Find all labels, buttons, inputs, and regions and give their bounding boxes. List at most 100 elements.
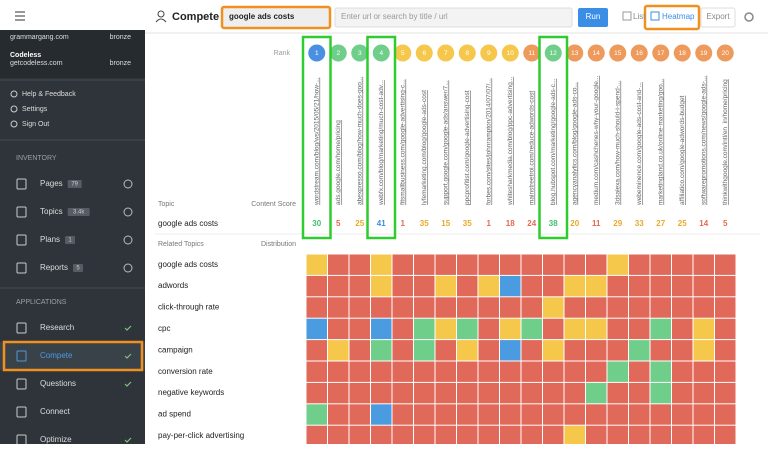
- related-topic: conversion rate: [158, 367, 213, 376]
- result-url[interactable]: marketingland.co.uk/online-marketing/goo…: [657, 79, 664, 205]
- heatmap-cell: [371, 275, 392, 297]
- heatmap-cell: [349, 404, 370, 425]
- heatmap-cell: [414, 297, 435, 318]
- rank-badge: [458, 44, 476, 62]
- heatmap-cell: [328, 297, 349, 318]
- count-badge: [67, 208, 90, 216]
- result-url[interactable]: medium.com/cashchenes-why-your-google...: [593, 75, 600, 205]
- rank-badge: [673, 44, 691, 62]
- result-url[interactable]: lyfemarketing.com/blog/google-ads-cost: [421, 90, 428, 205]
- export-label: Export: [706, 12, 730, 21]
- result-url[interactable]: fitsmallbusiness.com/google-advertising-…: [399, 79, 406, 205]
- heatmap-cell: [328, 254, 349, 275]
- heatmap-cell: [607, 382, 628, 404]
- menu-icon: [10, 120, 18, 128]
- account-name: grammargang.com: [10, 34, 69, 41]
- heatmap-cell: [543, 254, 564, 275]
- highlight-box: [301, 35, 332, 240]
- list-label[interactable]: List: [633, 12, 646, 21]
- heatmap-cell: [650, 404, 671, 425]
- inventory-item[interactable]: Reports: [40, 263, 68, 272]
- rank-badge: [566, 44, 584, 62]
- result-url[interactable]: ppcprofitist.com/google-advertising-cost: [464, 90, 471, 205]
- account-tier: bronze: [110, 60, 132, 67]
- heatmap-cell: [715, 425, 736, 447]
- result-url[interactable]: wordstream.com/blog/ws/2015/05/21/how-..…: [313, 77, 320, 206]
- result-url[interactable]: webfx.com/blog/marketing/much-cost-adv..…: [378, 80, 385, 206]
- inventory-item[interactable]: Topics: [40, 207, 63, 216]
- heatmap-cell: [328, 425, 349, 447]
- heatmap-cell: [478, 404, 499, 425]
- heatmap-cell: [693, 361, 714, 382]
- app-item[interactable]: Research: [40, 323, 74, 332]
- heatmap-cell: [672, 297, 693, 318]
- count-badge: [65, 236, 76, 244]
- result-url[interactable]: abexpresso.com/blog/how-much-does-goo...: [356, 77, 363, 205]
- heatmap-cell: [521, 254, 542, 275]
- result-url[interactable]: forbes.com/sites/johnrampton/2014/07/07/…: [485, 78, 492, 205]
- result-url[interactable]: agencyanalytics.com/blog/google-ads-co..…: [571, 82, 578, 205]
- result-url[interactable]: softwarepromotions.com/news/google-ads-.…: [700, 75, 707, 205]
- menu-item[interactable]: Help & Feedback: [22, 91, 76, 98]
- heatmap-cell: [629, 340, 650, 361]
- heatmap-label: Heatmap: [662, 12, 695, 21]
- heatmap-cell: [650, 382, 671, 404]
- rank-number: 17: [657, 50, 665, 57]
- add-icon[interactable]: [123, 179, 133, 189]
- heatmap-cell: [650, 425, 671, 447]
- result-url[interactable]: webeminence.com/google-ads-cost-and-...: [636, 82, 643, 206]
- content-score: 38: [549, 219, 558, 228]
- add-icon[interactable]: [123, 235, 133, 245]
- heatmap-cell: [693, 254, 714, 275]
- item-icon: [16, 206, 27, 218]
- app-item[interactable]: Compete: [40, 351, 73, 360]
- inventory-item[interactable]: Pages: [40, 179, 63, 188]
- heatmap-cell: [629, 404, 650, 425]
- result-url[interactable]: 3dsalexa.com/how-much-should-i-spend-...: [614, 81, 621, 205]
- topic-label: Topic: [158, 201, 175, 208]
- heatmap-cell: [564, 425, 585, 447]
- heatmap-cell: [564, 404, 585, 425]
- query-input[interactable]: [220, 5, 332, 30]
- menu-item[interactable]: Sign Out: [22, 121, 49, 128]
- heatmap-cell: [586, 361, 607, 382]
- url-input[interactable]: [334, 7, 573, 28]
- result-url[interactable]: whitesharkmedia.com/blog/ppc-advertising…: [507, 77, 514, 206]
- app-icon: [16, 406, 27, 418]
- rank-badge: [351, 44, 369, 62]
- content-score: 41: [377, 219, 386, 228]
- app-item[interactable]: Optimize: [40, 435, 72, 444]
- rank-badge: [587, 44, 605, 62]
- heatmap-cell: [306, 361, 327, 382]
- heatmap-cell: [457, 361, 478, 382]
- app-item[interactable]: Questions: [40, 379, 76, 388]
- content-score: 25: [678, 219, 687, 228]
- result-url[interactable]: thinkwithgoogle.com/intl/en_in/home/pric…: [722, 79, 729, 205]
- result-url[interactable]: affiliatico.com/google-adwords-budget: [679, 95, 686, 205]
- menu-icon[interactable]: [15, 11, 25, 21]
- result-url[interactable]: support.google.com/google-ads/answer/7..…: [442, 80, 449, 205]
- content-score: 1: [487, 219, 492, 228]
- add-icon[interactable]: [123, 207, 133, 217]
- rank-number: 4: [379, 50, 383, 57]
- query-text: google ads costs: [229, 12, 295, 21]
- menu-item[interactable]: Settings: [22, 106, 48, 113]
- score-label: Content Score: [251, 201, 296, 208]
- result-url[interactable]: mainstreetroi.com/reduce-adwords-cost: [528, 91, 535, 205]
- heatmap-cell: [414, 318, 435, 340]
- app-item[interactable]: Connect: [40, 407, 71, 416]
- add-icon[interactable]: [123, 263, 133, 273]
- result-url[interactable]: ads.google.com/home/pricing: [335, 120, 342, 205]
- heatmap-cell: [371, 254, 392, 275]
- heatmap-cell: [543, 361, 564, 382]
- run-button[interactable]: [578, 8, 608, 27]
- highlight-box: [366, 35, 397, 240]
- result-url[interactable]: blog.hubspot.com/marketing/google-ads-c.…: [550, 78, 557, 205]
- export-button[interactable]: [700, 7, 736, 28]
- heatmap-cell: [543, 297, 564, 318]
- inventory-item[interactable]: Plans: [40, 235, 60, 244]
- heatmap-cell: [629, 425, 650, 447]
- heatmap-cell: [457, 297, 478, 318]
- settings-gear[interactable]: [744, 12, 754, 22]
- content-score: 5: [336, 219, 341, 228]
